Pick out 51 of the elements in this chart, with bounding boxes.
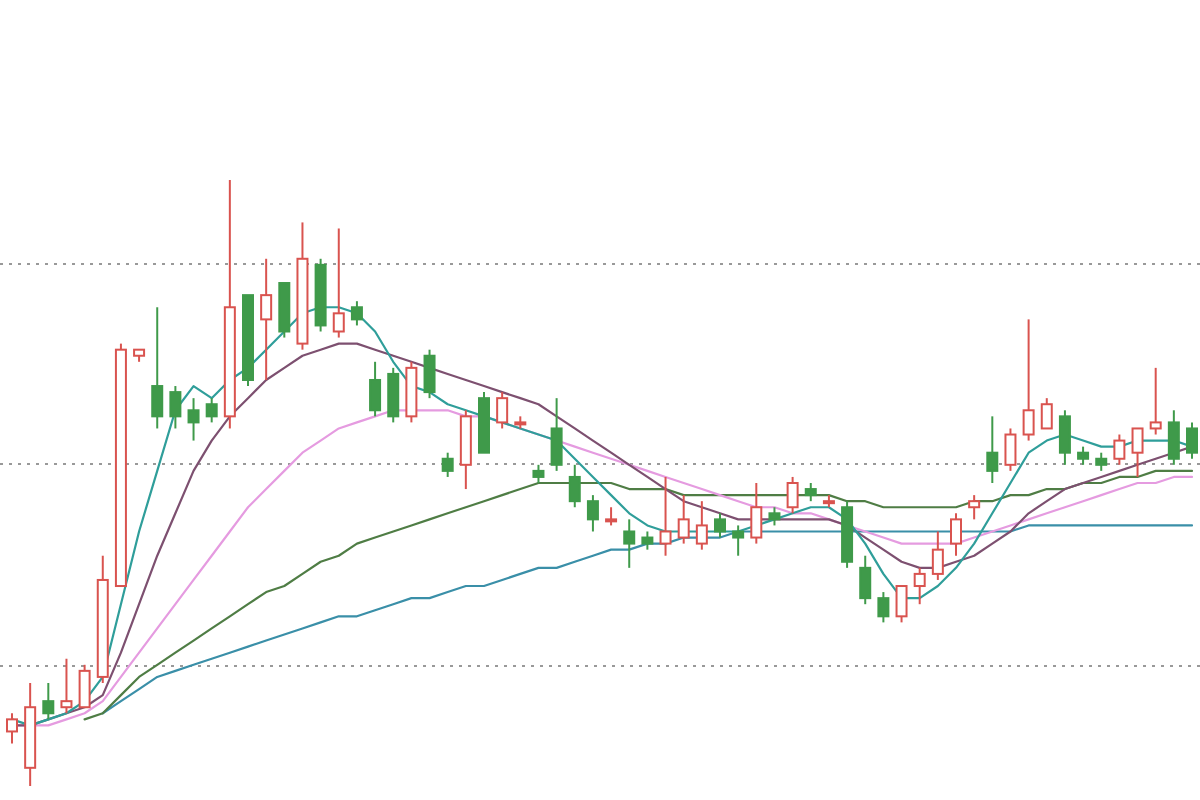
candlestick xyxy=(750,482,763,545)
candlestick xyxy=(913,566,926,606)
candlestick xyxy=(387,366,400,424)
candlestick xyxy=(550,397,563,472)
candlestick xyxy=(1022,318,1035,442)
candlestick xyxy=(6,712,18,745)
candlestick xyxy=(714,512,726,539)
candlestick xyxy=(42,681,55,721)
candlestick xyxy=(1149,366,1162,436)
candlestick xyxy=(332,227,345,339)
candlestick xyxy=(623,518,636,569)
candlestick xyxy=(1058,409,1071,466)
candlestick xyxy=(1113,433,1126,466)
candlestick xyxy=(1131,427,1144,478)
candlestick xyxy=(1167,409,1180,466)
candlestick xyxy=(605,506,618,527)
candlestick xyxy=(78,663,91,709)
candlestick xyxy=(350,300,363,327)
candlestick xyxy=(695,500,708,551)
candlestick xyxy=(931,530,944,581)
candlestick xyxy=(1186,421,1198,460)
candlestick xyxy=(441,451,454,478)
candlestick xyxy=(659,475,672,557)
candlestick xyxy=(986,415,999,484)
candlestick xyxy=(732,524,745,557)
candlestick xyxy=(968,494,981,521)
candlestick xyxy=(423,348,436,400)
candlestick xyxy=(768,506,781,527)
candlestick xyxy=(169,385,182,430)
candlestick xyxy=(260,257,273,381)
candlestick xyxy=(859,554,872,606)
candlestick xyxy=(804,482,817,503)
candlestick xyxy=(369,360,382,418)
candlestick xyxy=(1004,427,1017,472)
candlestick xyxy=(877,591,890,624)
candlestick xyxy=(677,494,690,545)
candlestick xyxy=(1040,397,1053,430)
candlestick xyxy=(1095,451,1108,472)
candlestick xyxy=(496,391,509,430)
candlestick xyxy=(1077,445,1090,466)
candlestick xyxy=(641,530,654,551)
candlestick xyxy=(205,397,218,424)
candlestick xyxy=(532,463,545,484)
candlestick xyxy=(151,306,164,430)
candlestick xyxy=(568,463,581,509)
candlestick xyxy=(786,475,799,515)
candlestick xyxy=(895,585,908,624)
candlestick xyxy=(187,397,200,442)
candlestick xyxy=(60,657,73,715)
candlestick xyxy=(950,512,962,557)
candlestick xyxy=(586,494,599,533)
